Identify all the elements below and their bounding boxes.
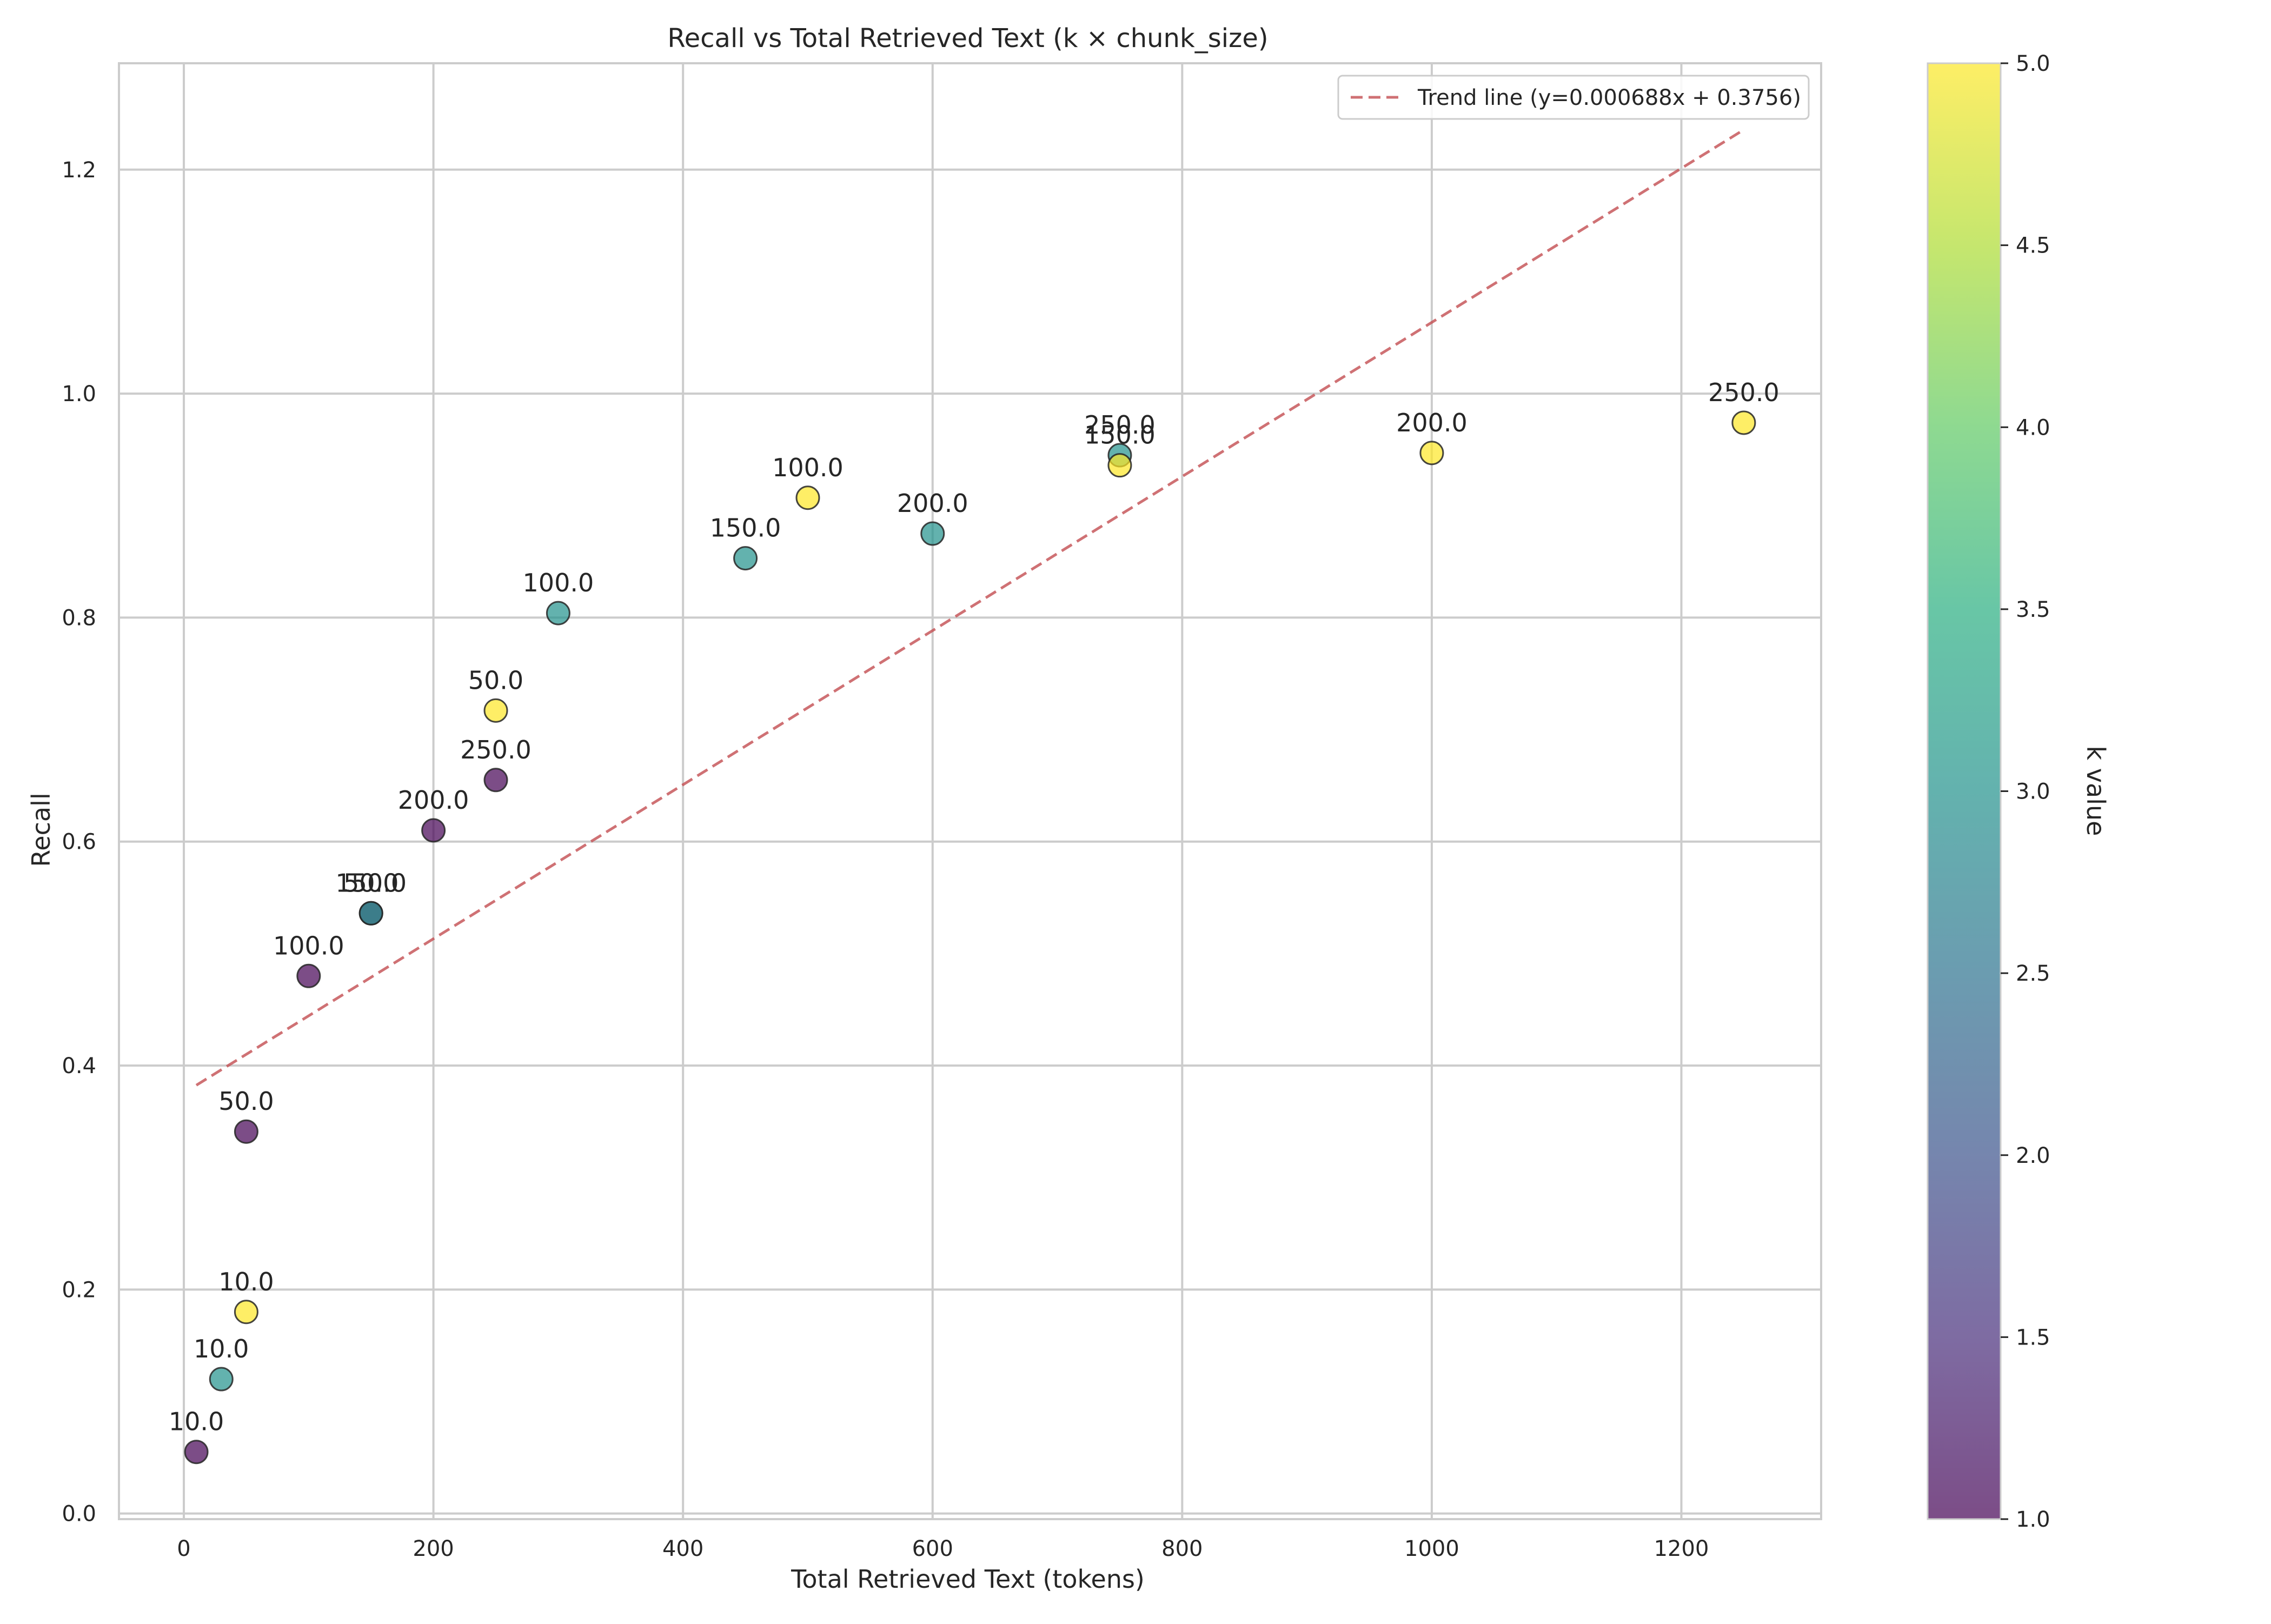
colorbar-ticks: 1.0 1.5 2.0 2.5 3.0 3.5 4.0 4.5 5.0 xyxy=(2001,51,2050,1532)
colorbar-label: k value xyxy=(2081,746,2110,836)
colorbar: 1.0 1.5 2.0 2.5 3.0 3.5 4.0 4.5 5.0 k value xyxy=(1927,51,2110,1532)
legend-trend-label: Trend line (y=0.000688x + 0.3756) xyxy=(1417,85,1801,110)
point-label: 250.0 xyxy=(460,735,532,764)
colorbar-gradient xyxy=(1927,62,2002,1520)
chart-title: Recall vs Total Retrieved Text (k × chun… xyxy=(667,23,1268,54)
x-axis-ticks: 0 200 400 600 800 1000 1200 xyxy=(177,1536,1709,1561)
point-label: 50.0 xyxy=(218,1087,274,1116)
colorbar-tick-label: 5.0 xyxy=(2016,51,2050,76)
data-point xyxy=(209,1367,234,1392)
x-tick-label: 400 xyxy=(662,1536,703,1561)
plot-area-frame xyxy=(118,62,1822,1520)
point-label: 150.0 xyxy=(335,868,407,897)
data-point xyxy=(483,768,508,793)
point-label: 200.0 xyxy=(1396,408,1467,437)
data-point xyxy=(483,698,508,723)
data-point xyxy=(1731,410,1756,435)
point-label: 200.0 xyxy=(897,489,968,518)
x-axis-label: Total Retrieved Text (tokens) xyxy=(791,1565,1145,1594)
colorbar-tick-label: 4.0 xyxy=(2016,415,2050,440)
data-point xyxy=(421,818,446,843)
legend-box xyxy=(1337,75,1810,120)
x-tick-label: 1000 xyxy=(1404,1536,1459,1561)
data-point xyxy=(184,1440,209,1465)
y-tick-label: 0.8 xyxy=(62,605,96,630)
colorbar-tick-label: 1.5 xyxy=(2016,1325,2050,1350)
point-label: 150.0 xyxy=(1084,421,1156,450)
data-point xyxy=(234,1119,258,1144)
point-label: 100.0 xyxy=(273,931,344,960)
point-label: 10.0 xyxy=(194,1334,249,1363)
data-points xyxy=(184,410,1756,1465)
data-point xyxy=(733,546,758,571)
y-tick-label: 1.0 xyxy=(62,382,96,407)
x-tick-label: 600 xyxy=(912,1536,953,1561)
y-tick-label: 0.0 xyxy=(62,1502,96,1527)
legend: Trend line (y=0.000688x + 0.3756) xyxy=(1337,75,1810,120)
x-tick-label: 200 xyxy=(413,1536,454,1561)
data-point xyxy=(1107,453,1132,478)
x-tick-label: 1200 xyxy=(1654,1536,1709,1561)
point-label: 100.0 xyxy=(772,453,844,482)
point-label: 100.0 xyxy=(523,568,594,597)
point-label: 250.0 xyxy=(1084,410,1156,440)
y-tick-label: 0.2 xyxy=(62,1277,96,1302)
colorbar-tick-label: 1.0 xyxy=(2016,1507,2050,1532)
colorbar-tick-label: 2.0 xyxy=(2016,1143,2050,1168)
y-tick-label: 0.4 xyxy=(62,1054,96,1079)
x-tick-label: 0 xyxy=(177,1536,190,1561)
data-point xyxy=(920,521,945,546)
point-label: 250.0 xyxy=(1708,378,1779,407)
data-point xyxy=(296,963,321,988)
data-point xyxy=(546,601,570,625)
trend-line xyxy=(195,128,1745,1087)
y-axis-ticks: 0.0 0.2 0.4 0.6 0.8 1.0 1.2 xyxy=(62,158,96,1527)
point-label: 50.0 xyxy=(343,868,399,897)
point-label: 150.0 xyxy=(710,514,781,543)
colorbar-tick-label: 2.5 xyxy=(2016,961,2050,986)
data-point xyxy=(234,1300,258,1325)
point-label: 10.0 xyxy=(169,1407,224,1436)
y-axis-label: Recall xyxy=(26,793,56,867)
data-point xyxy=(358,901,383,926)
colorbar-tick-label: 3.0 xyxy=(2016,780,2050,804)
point-label: 200.0 xyxy=(398,786,469,815)
point-labels: 10.0 50.0 100.0 150.0 200.0 250.0 10.0 50.0 100.… xyxy=(169,378,1779,1436)
x-tick-label: 800 xyxy=(1161,1536,1203,1561)
grid-lines xyxy=(119,63,1821,1519)
y-tick-label: 0.6 xyxy=(62,830,96,855)
colorbar-tick-label: 4.5 xyxy=(2016,234,2050,258)
y-tick-label: 1.2 xyxy=(62,158,96,183)
data-point xyxy=(795,485,820,510)
point-label: 50.0 xyxy=(468,665,523,695)
data-point xyxy=(1419,441,1444,465)
point-label: 10.0 xyxy=(218,1267,274,1296)
colorbar-tick-label: 3.5 xyxy=(2016,597,2050,622)
